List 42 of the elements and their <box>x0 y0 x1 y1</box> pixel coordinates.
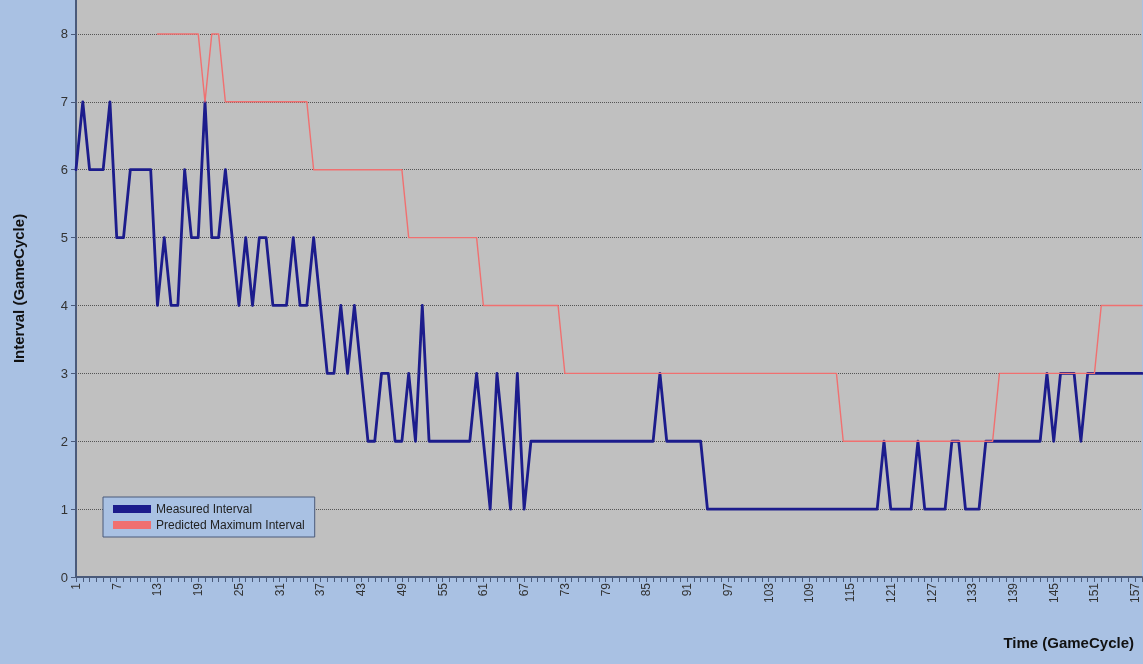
x-tick-label: 1 <box>69 582 83 590</box>
x-tick-label: 79 <box>598 582 613 597</box>
x-tick-label: 13 <box>150 582 165 597</box>
x-tick-label: 139 <box>1005 582 1020 604</box>
y-tick-label: 2 <box>60 433 68 449</box>
x-tick-label: 7 <box>109 582 124 590</box>
x-tick-label: 37 <box>313 582 328 597</box>
y-tick-label: 1 <box>60 501 68 517</box>
x-tick-label: 145 <box>1046 582 1061 604</box>
x-tick-label: 85 <box>639 582 654 597</box>
y-tick-label: 7 <box>60 94 68 110</box>
y-tick-label: 8 <box>60 26 68 42</box>
y-tick-label: 0 <box>60 569 68 585</box>
x-axis-title: Time (GameCycle) <box>1003 634 1134 651</box>
line-series <box>156 33 1143 442</box>
x-tick-label: 55 <box>435 582 450 597</box>
y-tick-label: 3 <box>60 365 68 381</box>
y-tick-label: 5 <box>60 230 68 246</box>
x-tick-label: 115 <box>843 582 858 603</box>
x-tick-label: 43 <box>354 582 369 597</box>
legend-label: Predicted Maximum Interval <box>156 518 305 532</box>
x-tick-label: 67 <box>517 582 532 597</box>
x-tick-label: 73 <box>557 582 572 597</box>
y-tick-label: 6 <box>60 162 68 178</box>
x-tick-label: 19 <box>191 582 206 597</box>
x-tick-label: 31 <box>272 582 287 597</box>
x-tick-label: 49 <box>394 582 409 597</box>
y-axis-title: Interval (GameCycle) <box>10 213 27 364</box>
x-tick-label: 25 <box>231 582 246 597</box>
y-tick-label: 4 <box>60 297 68 313</box>
x-tick-label: 151 <box>1087 582 1102 604</box>
line-series <box>74 100 1143 511</box>
legend-label: Measured Interval <box>156 502 253 516</box>
x-tick-label: 61 <box>476 582 491 597</box>
x-tick-label: 133 <box>965 582 980 604</box>
x-tick-label: 97 <box>720 582 735 597</box>
x-tick-label: 103 <box>761 582 776 604</box>
x-tick-label: 91 <box>680 582 695 597</box>
x-tick-label: 109 <box>802 582 817 604</box>
x-tick-label: 157 <box>1128 582 1143 604</box>
x-tick-label: 127 <box>924 582 939 604</box>
x-tick-label: 121 <box>883 582 898 604</box>
